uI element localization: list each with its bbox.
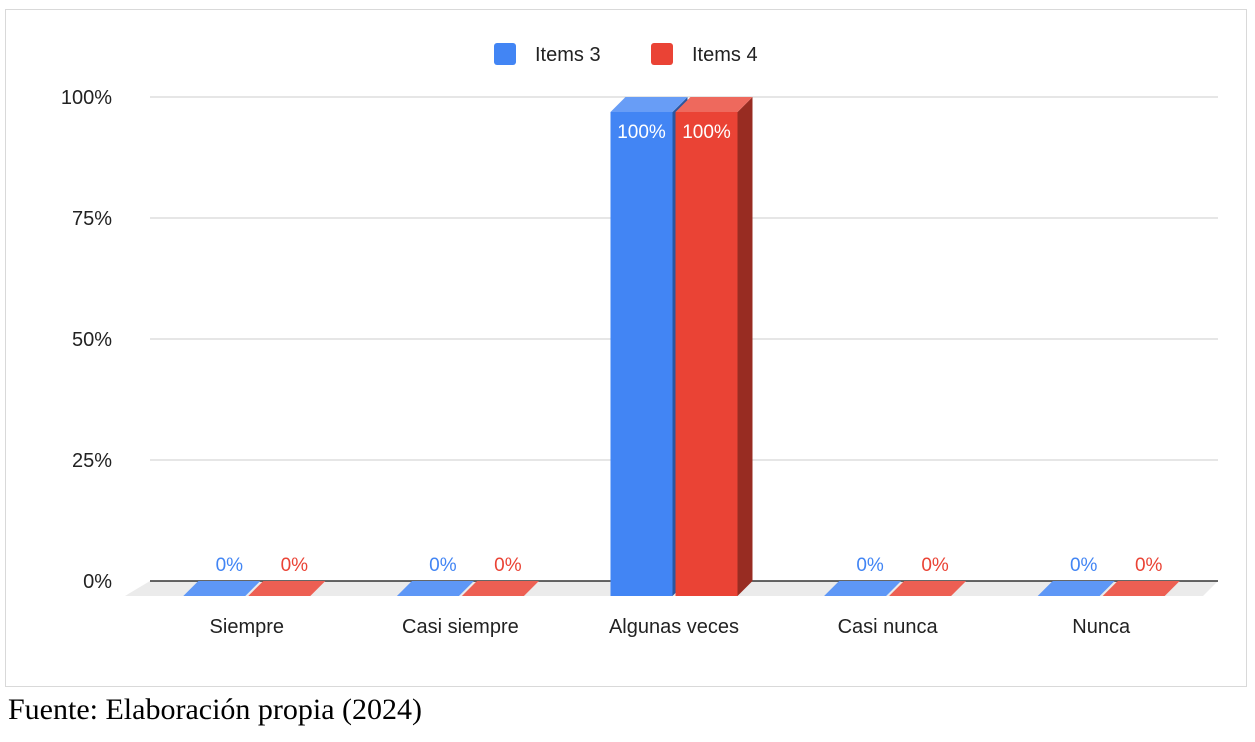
bar-zero — [824, 581, 902, 596]
data-label: 0% — [921, 555, 949, 576]
y-tick-label: 50% — [72, 329, 112, 351]
legend-swatch — [494, 43, 516, 65]
x-tick-label: Siempre — [210, 616, 284, 638]
bar-zero — [889, 581, 967, 596]
bar-side — [737, 97, 753, 596]
x-tick-label: Nunca — [1072, 616, 1131, 638]
data-label: 0% — [281, 555, 309, 576]
bar-zero — [248, 581, 326, 596]
x-tick-label: Casi nunca — [838, 616, 939, 638]
bar-front — [610, 112, 673, 596]
data-label: 0% — [1070, 555, 1098, 576]
y-tick-label: 75% — [72, 208, 112, 230]
bar-top — [675, 97, 753, 112]
data-label: 0% — [1135, 555, 1163, 576]
data-label: 100% — [617, 122, 666, 143]
source-note: Fuente: Elaboración propia (2024) — [8, 693, 423, 726]
bar-chart: 0% 25% 50% 75% 100% 0% 0% Siempre 0% 0% Casi siemp… — [61, 43, 1218, 638]
y-tick-label: 100% — [61, 87, 112, 109]
x-tick-label: Algunas veces — [609, 616, 739, 638]
legend-swatch — [651, 43, 673, 65]
data-label: 0% — [429, 555, 457, 576]
bar-zero — [396, 581, 474, 596]
legend-label: Items 4 — [692, 44, 758, 66]
x-tick-label: Casi siempre — [402, 616, 519, 638]
y-tick-label: 0% — [83, 571, 112, 593]
bar-zero — [183, 581, 261, 596]
data-label: 0% — [856, 555, 884, 576]
y-tick-label: 25% — [72, 450, 112, 472]
bar-zero — [1037, 581, 1115, 596]
bar-zero — [461, 581, 539, 596]
data-label: 0% — [494, 555, 522, 576]
bar-zero — [1102, 581, 1180, 596]
bar-front — [675, 112, 738, 596]
bar-top — [610, 97, 688, 112]
legend-label: Items 3 — [535, 44, 601, 66]
data-label: 100% — [682, 122, 731, 143]
data-label: 0% — [216, 555, 244, 576]
